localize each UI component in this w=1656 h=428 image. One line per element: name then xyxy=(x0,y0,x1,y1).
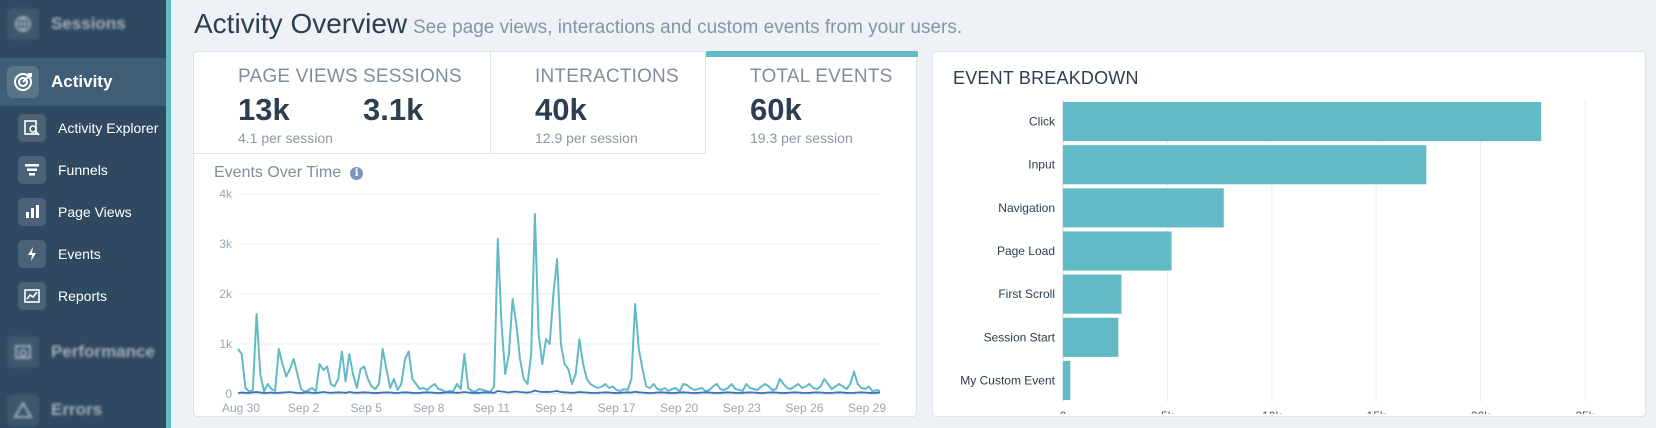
y-tick-label: 4k xyxy=(219,187,233,201)
y-tick-label: 3k xyxy=(219,237,233,251)
bar xyxy=(1063,145,1427,185)
sidebar: Sessions Activity Activity Explorer Funn… xyxy=(0,0,170,428)
sidebar-label: Page Views xyxy=(58,204,132,220)
funnel-icon xyxy=(18,156,46,184)
sidebar-item-events[interactable]: Events xyxy=(0,233,166,275)
sidebar-item-page-views[interactable]: Page Views xyxy=(0,191,166,233)
event-breakdown-chart: 0 5k 10k 15k 20k 25k Click Input Navigation Page … xyxy=(960,100,1596,414)
sidebar-label: Activity Explorer xyxy=(58,120,159,136)
sidebar-item-sessions[interactable]: Sessions xyxy=(0,4,166,44)
stat-page-views: PAGE VIEWS 13k 4.1 per session xyxy=(238,66,358,146)
category-label: First Scroll xyxy=(998,287,1055,301)
info-icon[interactable]: i xyxy=(350,166,364,180)
x-tick-label: 15k xyxy=(1367,409,1387,414)
bar xyxy=(1063,317,1119,357)
y-tick-label: 0 xyxy=(225,387,232,401)
category-label: Session Start xyxy=(984,330,1056,344)
sidebar-edge xyxy=(166,0,171,428)
bar xyxy=(1063,102,1542,142)
bar xyxy=(1063,188,1224,228)
stat-label: PAGE VIEWS xyxy=(238,66,358,87)
x-tick-label: Aug 30 xyxy=(222,401,260,415)
target-icon xyxy=(7,66,39,98)
sidebar-label-activity: Activity xyxy=(51,72,113,91)
explorer-icon xyxy=(18,114,46,142)
page-title: Activity Overview xyxy=(194,8,408,39)
sidebar-item-errors[interactable]: Errors xyxy=(0,390,166,428)
stat-total-events: TOTAL EVENTS 60k 19.3 per session xyxy=(750,66,892,146)
category-label: Click xyxy=(1029,115,1056,129)
lightning-icon xyxy=(18,240,46,268)
x-tick-label: Sep 17 xyxy=(598,401,636,415)
event-breakdown-card: EVENT BREAKDOWN 0 5k 10k 15k 20k 25k Click Inpu… xyxy=(932,51,1646,417)
series-line xyxy=(237,213,881,393)
series-line xyxy=(237,389,881,394)
x-tick-label: 0 xyxy=(1060,409,1067,414)
x-tick-label: Sep 14 xyxy=(535,401,573,415)
active-tab-indicator xyxy=(706,51,918,57)
stat-label: TOTAL EVENTS xyxy=(750,66,893,87)
report-icon xyxy=(18,282,46,310)
stat-value: 3.1k xyxy=(363,92,424,127)
x-tick-label: Sep 5 xyxy=(351,401,383,415)
stat-sub: 19.3 per session xyxy=(750,130,853,146)
stat-label: INTERACTIONS xyxy=(535,66,679,87)
bar xyxy=(1063,360,1071,400)
sidebar-label: Reports xyxy=(58,288,108,304)
x-tick-label: Sep 23 xyxy=(723,401,761,415)
bar xyxy=(1063,274,1122,314)
x-tick-label: Sep 29 xyxy=(848,401,886,415)
stat-sub: 4.1 per session xyxy=(238,130,333,146)
stats-card: PAGE VIEWS 13k 4.1 per session SESSIONS … xyxy=(193,51,918,417)
sidebar-label: Events xyxy=(58,246,101,262)
sidebar-item-activity[interactable]: Activity xyxy=(0,58,166,106)
tab-page-views-sessions[interactable]: PAGE VIEWS 13k 4.1 per session SESSIONS … xyxy=(194,52,491,154)
sidebar-item-performance[interactable]: Performance xyxy=(0,332,166,372)
chart-title: Events Over Time xyxy=(214,164,342,181)
sidebar-item-reports[interactable]: Reports xyxy=(0,275,166,317)
sidebar-label-sessions: Sessions xyxy=(51,14,126,33)
x-tick-label: Sep 2 xyxy=(288,401,320,415)
stat-label: SESSIONS xyxy=(363,66,462,87)
category-label: Page Load xyxy=(997,244,1055,258)
category-label: Input xyxy=(1028,158,1055,172)
tab-interactions[interactable]: INTERACTIONS 40k 12.9 per session xyxy=(491,52,706,154)
x-tick-label: 20k xyxy=(1471,409,1491,414)
stat-value: 40k xyxy=(535,92,587,127)
sidebar-item-activity-explorer[interactable]: Activity Explorer xyxy=(0,107,166,149)
performance-icon xyxy=(7,336,39,368)
category-label: My Custom Event xyxy=(960,373,1055,387)
page-subtitle: See page views, interactions and custom … xyxy=(413,17,963,38)
sidebar-label-errors: Errors xyxy=(51,400,103,419)
warning-icon xyxy=(7,394,39,426)
x-tick-label: 10k xyxy=(1262,409,1282,414)
y-tick-label: 1k xyxy=(219,337,233,351)
sidebar-label: Funnels xyxy=(58,162,108,178)
events-over-time-title: Events Over Time i xyxy=(214,164,364,182)
y-tick-label: 2k xyxy=(219,287,233,301)
events-over-time-chart: 0 1k 2k 3k 4k Aug 30 Sep 2 Sep 5 Sep 8 Sep 11 Sep … xyxy=(219,187,886,415)
breakdown-title: EVENT BREAKDOWN xyxy=(953,68,1139,88)
category-label: Navigation xyxy=(998,201,1055,215)
x-tick-label: Sep 20 xyxy=(660,401,698,415)
sidebar-label-performance: Performance xyxy=(51,342,155,361)
tab-total-events[interactable]: TOTAL EVENTS 60k 19.3 per session xyxy=(706,52,918,154)
x-tick-label: Sep 11 xyxy=(473,401,510,415)
x-tick-label: 5k xyxy=(1161,409,1175,414)
stat-value: 13k xyxy=(238,92,290,127)
globe-icon xyxy=(7,8,39,40)
x-tick-label: Sep 8 xyxy=(413,401,445,415)
x-tick-label: 25k xyxy=(1575,409,1595,414)
sidebar-item-funnels[interactable]: Funnels xyxy=(0,149,166,191)
bar xyxy=(1063,231,1172,271)
stat-sessions: SESSIONS 3.1k xyxy=(363,66,462,128)
bar-chart-icon xyxy=(18,198,46,226)
stat-value: 60k xyxy=(750,92,802,127)
x-tick-label: Sep 26 xyxy=(785,401,823,415)
stat-interactions: INTERACTIONS 40k 12.9 per session xyxy=(535,66,679,146)
stat-sub: 12.9 per session xyxy=(535,130,638,146)
